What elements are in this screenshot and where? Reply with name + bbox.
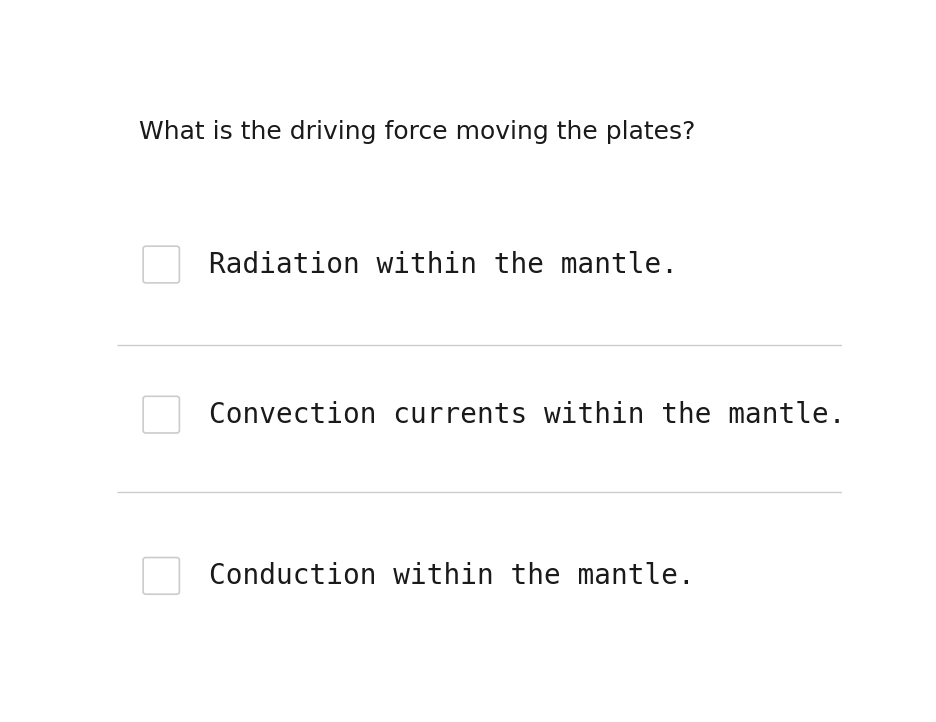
Text: What is the driving force moving the plates?: What is the driving force moving the pla… bbox=[139, 120, 695, 144]
Text: Radiation within the mantle.: Radiation within the mantle. bbox=[209, 251, 678, 279]
Text: Conduction within the mantle.: Conduction within the mantle. bbox=[209, 562, 695, 590]
Text: Convection currents within the mantle.: Convection currents within the mantle. bbox=[209, 401, 845, 429]
FancyBboxPatch shape bbox=[143, 557, 180, 594]
FancyBboxPatch shape bbox=[143, 246, 180, 283]
FancyBboxPatch shape bbox=[143, 396, 180, 433]
